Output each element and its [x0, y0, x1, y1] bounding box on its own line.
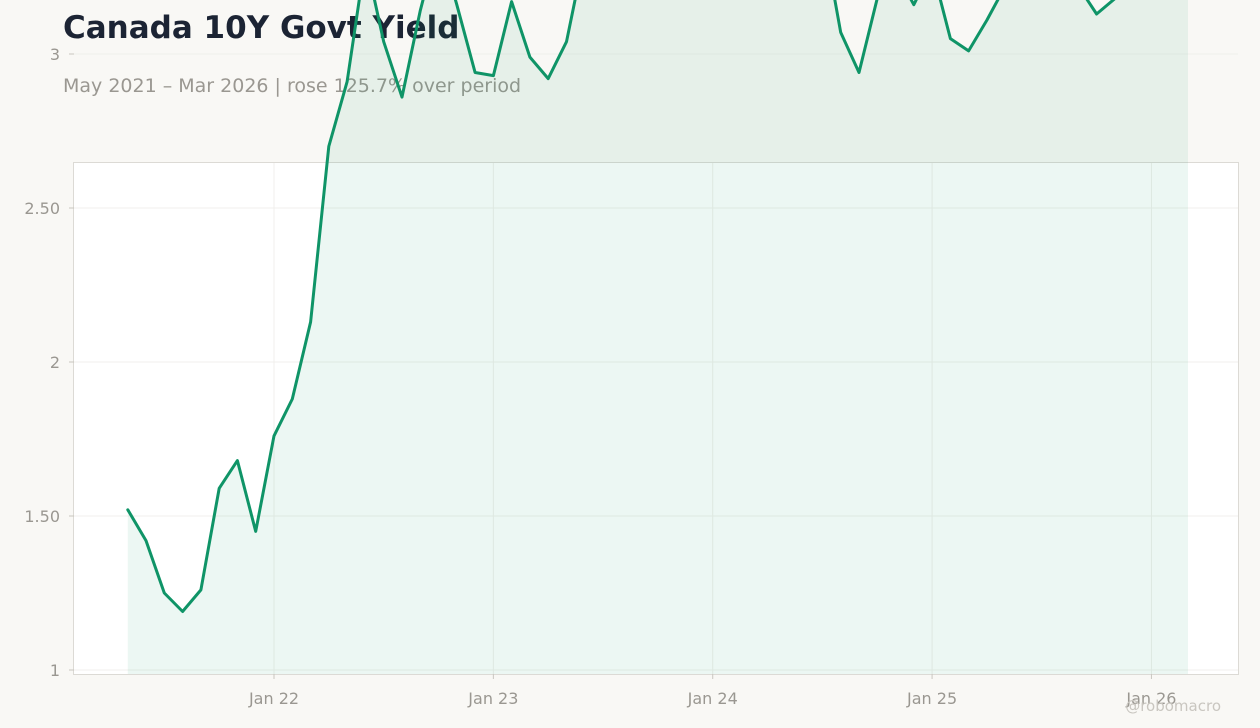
x-axis-ticks: Jan 22 Jan 23 Jan 24 Jan 25 Jan 26	[248, 674, 1176, 708]
plot-area	[73, 162, 1239, 675]
y-tick-label: 2	[50, 353, 60, 372]
data-point-2021-09	[199, 588, 202, 591]
y-tick-label: 3	[50, 45, 60, 64]
data-point-2021-07	[163, 592, 166, 595]
grid-lines	[74, 53, 1238, 674]
data-point-2023-04	[547, 77, 550, 80]
x-tick-label: Jan 23	[467, 689, 518, 708]
data-point-2022-03	[309, 321, 312, 324]
x-tick-label: Jan 22	[248, 689, 299, 708]
data-point-2021-08	[181, 610, 184, 613]
x-tick-label: Jan 25	[906, 689, 957, 708]
data-point-2025-02	[949, 37, 952, 40]
data-point-2023-02	[510, 0, 513, 3]
chart-title: Canada 10Y Govt Yield	[63, 10, 460, 46]
data-point-2022-08	[401, 96, 404, 99]
data-point-2022-01	[273, 434, 276, 437]
data-point-2023-03	[528, 56, 531, 59]
x-tick-label: Jan 24	[687, 689, 738, 708]
line-layer	[126, 0, 1116, 613]
x-tick-label: Jan 26	[1125, 689, 1176, 708]
data-point-2021-06	[145, 539, 148, 542]
data-point-2023-01	[492, 74, 495, 77]
data-point-2021-12	[254, 530, 257, 533]
data-point-2023-05	[565, 40, 568, 43]
data-point-2022-12	[474, 71, 477, 74]
data-point-2022-09	[419, 9, 422, 12]
data-point-2021-05	[126, 508, 129, 511]
data-point-2022-05	[346, 80, 349, 83]
data-point-2025-04	[985, 19, 988, 22]
data-point-2025-10	[1095, 13, 1098, 16]
data-point-2025-03	[967, 49, 970, 52]
y-tick-label: 1	[50, 661, 60, 680]
data-point-2022-07	[382, 40, 385, 43]
y-tick-label: 1.50	[24, 507, 60, 526]
yield-area	[127, 0, 1188, 674]
watermark: @robomacro	[1125, 697, 1221, 715]
area-layer	[127, 0, 1188, 674]
data-point-2021-10	[218, 487, 221, 490]
data-point-2022-02	[291, 398, 294, 401]
data-point-2022-04	[327, 145, 330, 148]
data-point-2024-09	[858, 71, 861, 74]
data-point-2024-12	[912, 3, 915, 6]
yield-line	[126, 0, 1116, 613]
y-tick-label: 2.50	[24, 199, 60, 218]
data-point-2024-08	[839, 31, 842, 34]
data-point-2021-11	[236, 459, 239, 462]
data-point-2022-11	[455, 3, 458, 6]
